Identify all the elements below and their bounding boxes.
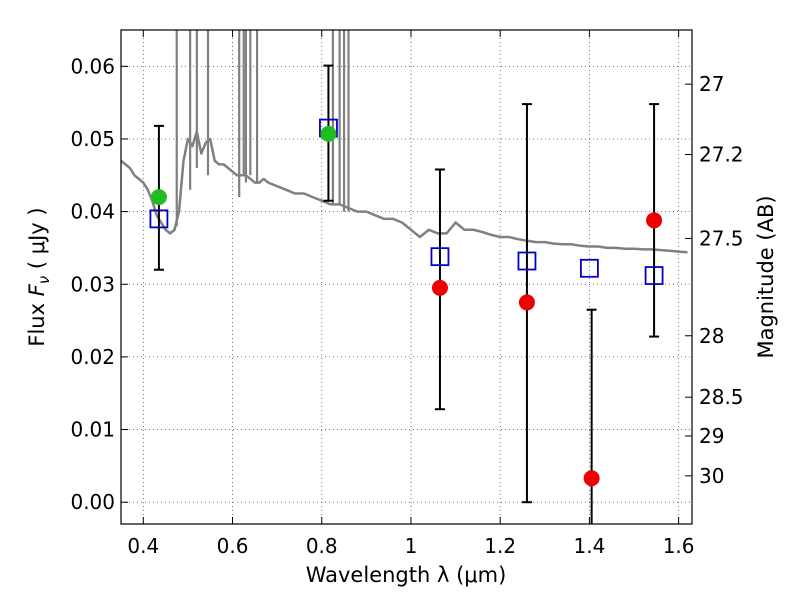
data-area xyxy=(121,30,688,524)
x-tick-label: 1.6 xyxy=(663,534,695,558)
y2-tick-label: 27.2 xyxy=(699,142,744,166)
y-tick-label: 0.03 xyxy=(70,272,115,296)
x-tick-label: 1.4 xyxy=(573,534,605,558)
y2-tick-label: 27 xyxy=(699,72,724,96)
y2-tick-label: 29 xyxy=(699,424,724,448)
plot-frame xyxy=(120,29,693,525)
x-tick-label: 1.2 xyxy=(484,534,516,558)
plot-background xyxy=(121,30,692,524)
x-tick-label: 0.8 xyxy=(306,534,338,558)
measurement-point xyxy=(583,470,600,487)
measurement-point xyxy=(646,212,663,229)
model-photometry-square xyxy=(430,247,450,267)
y-tick-label: 0.05 xyxy=(70,127,115,151)
model-photometry-square xyxy=(579,258,599,278)
y-tick-label: 0.01 xyxy=(70,418,115,442)
y-axis-label-suffix: ( μJy ) xyxy=(25,207,49,275)
detection-point xyxy=(150,189,167,206)
y2-tick-label: 30 xyxy=(699,464,724,488)
model-photometry-square xyxy=(644,266,664,285)
model-photometry-square xyxy=(517,251,537,271)
axis-ticks: 0.4 0.6 0.8 1 1.2 1.4 1.6 0.00 0.01 0.02 0.03 0.04 0… xyxy=(70,30,744,558)
y-tick-label: 0.02 xyxy=(70,345,115,369)
y2-axis-label: Magnitude (AB) xyxy=(754,195,778,358)
model-spectrum-line xyxy=(121,130,688,254)
y-tick-label: 0.00 xyxy=(70,490,115,514)
y-tick-label: 0.04 xyxy=(70,200,115,224)
y-tick-label: 0.06 xyxy=(70,54,115,78)
y2-tick-label: 28.5 xyxy=(699,385,744,409)
x-tick-label: 1 xyxy=(405,534,418,558)
y2-tick-label: 27.5 xyxy=(699,226,744,250)
x-tick-label: 0.6 xyxy=(217,534,249,558)
x-axis-label: Wavelength λ (μm) xyxy=(306,563,507,587)
y-axis-label-sub: ν xyxy=(35,276,53,284)
measurement-point xyxy=(518,294,535,311)
y-axis-label: Flux Fν ( μJy ) xyxy=(25,207,53,346)
y-axis-label-prefix: Flux xyxy=(25,296,49,346)
y-axis-label-var: F xyxy=(25,283,49,296)
y2-tick-label: 28 xyxy=(699,324,724,348)
model-photometry-square xyxy=(149,209,169,229)
detection-point xyxy=(320,125,337,142)
x-tick-label: 0.4 xyxy=(127,534,159,558)
measurement-point xyxy=(431,279,448,296)
